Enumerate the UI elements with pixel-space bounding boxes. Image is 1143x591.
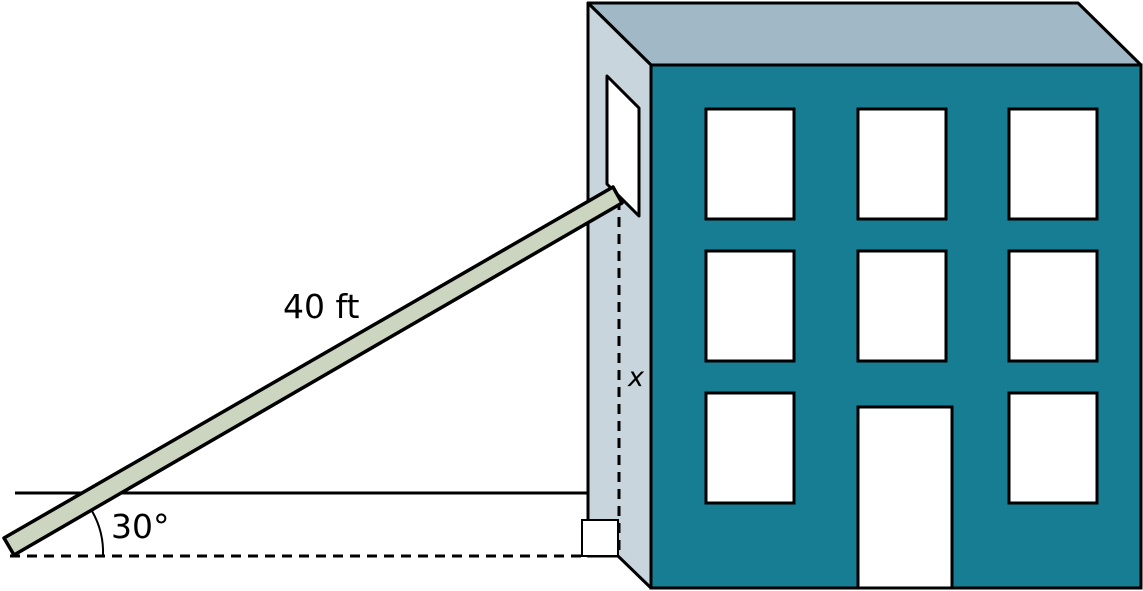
right-angle-marker [581, 519, 619, 557]
window [1007, 391, 1099, 505]
window [704, 391, 796, 505]
window [704, 107, 796, 221]
ladder [2, 185, 624, 557]
building-windows [704, 107, 1099, 505]
angle-label: 30° [111, 507, 170, 546]
side-window [605, 74, 641, 218]
window [704, 249, 796, 363]
building-top [586, 1, 1143, 67]
window [856, 249, 948, 363]
window [1007, 107, 1099, 221]
angle-arc [91, 510, 105, 557]
height-variable-label: x [627, 362, 645, 393]
window [856, 107, 948, 221]
building-door [856, 405, 954, 590]
window [1007, 249, 1099, 363]
ladder-length-label: 40 ft [283, 287, 360, 326]
